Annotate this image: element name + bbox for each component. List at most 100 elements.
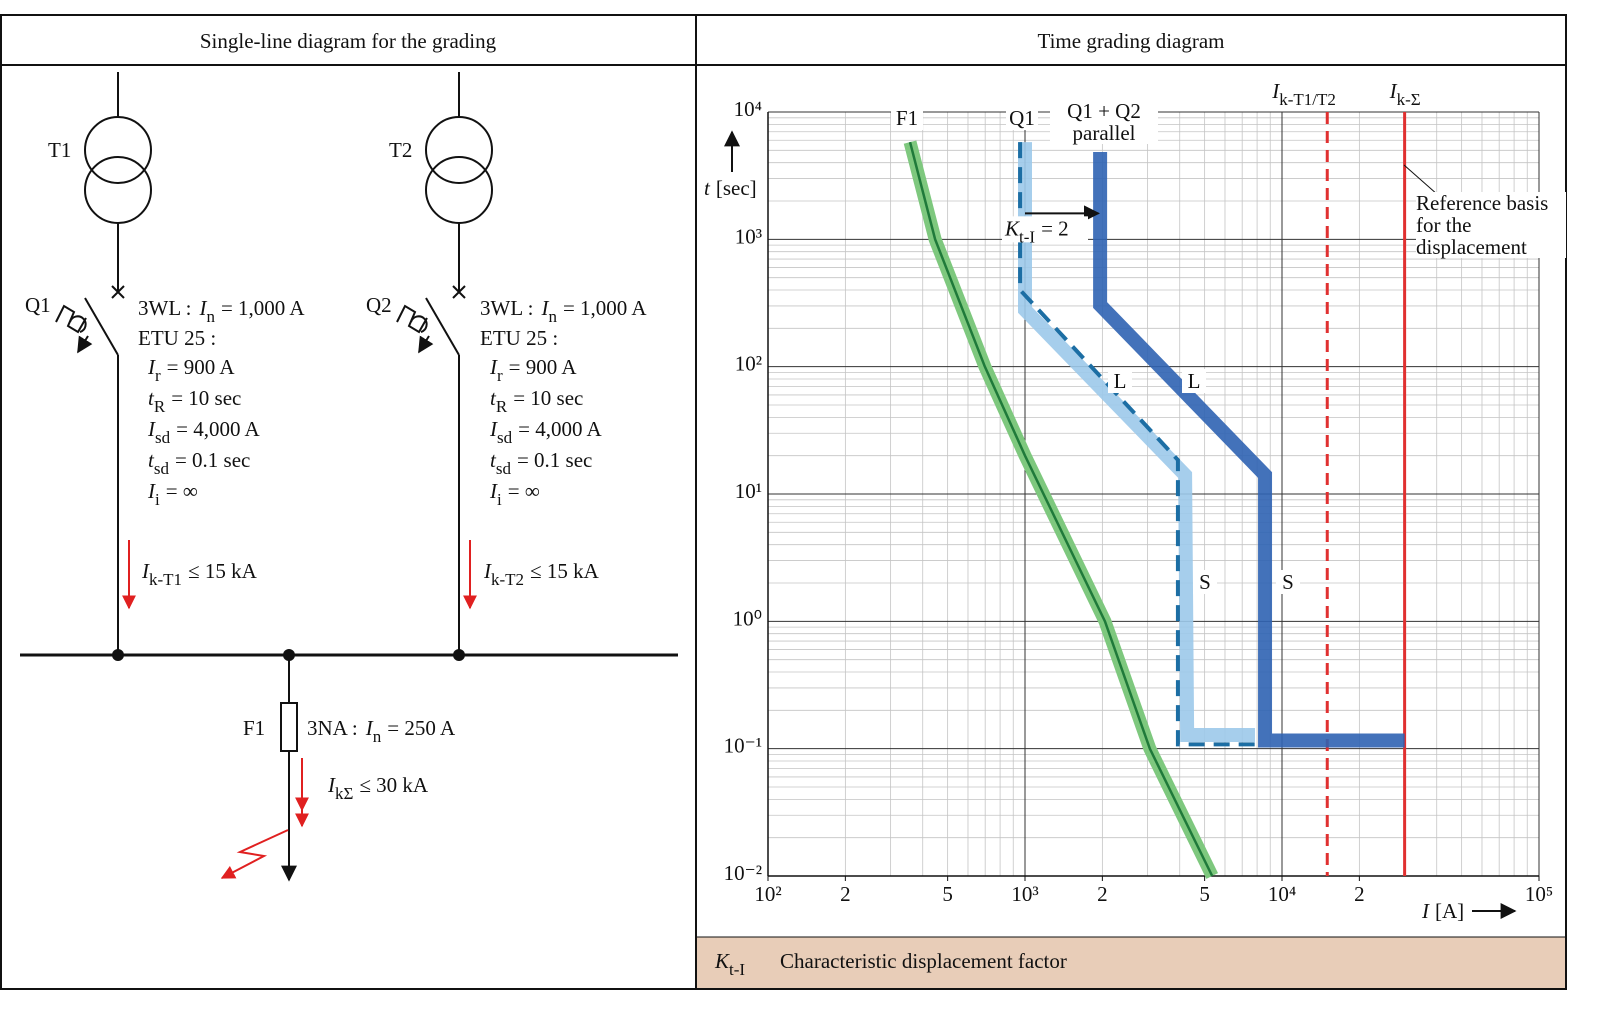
displacement-label: Kt-I = 2 <box>1004 216 1069 246</box>
text-part: sd <box>496 459 512 478</box>
label: Isd = 4,000 A <box>147 417 261 447</box>
segment-label: S <box>1199 570 1211 594</box>
text-part: k-T1/T2 <box>1279 90 1336 109</box>
text-part: sd <box>154 459 170 478</box>
x-tick-label: 10² <box>754 882 781 906</box>
y-tick-label: 10² <box>735 352 762 376</box>
text-part: I <box>327 773 336 797</box>
text-part: sd <box>497 428 513 447</box>
single-line <box>20 653 678 882</box>
label: tR = 10 sec <box>148 386 241 416</box>
label: 3WL : In = 1,000 A <box>480 296 647 326</box>
transformer-label: T1 <box>48 138 71 162</box>
y-tick-label: 10³ <box>735 224 762 248</box>
x-tick-label: 10⁵ <box>1525 882 1553 906</box>
text-part: I <box>1271 79 1280 103</box>
x-tick-label: 5 <box>942 882 953 906</box>
label: tsd = 0.1 sec <box>148 448 250 478</box>
series-label-box: Q1 + Q2 parallel <box>1050 100 1158 144</box>
x-tick-label: 2 <box>840 882 851 906</box>
curve-band <box>1093 152 1405 748</box>
text-part: k-T2 <box>491 570 524 589</box>
text-part: I <box>141 559 150 583</box>
label-bg <box>1276 570 1300 594</box>
label-bg <box>1108 369 1132 393</box>
label-bg <box>1182 369 1206 393</box>
segment-label: L <box>1188 369 1201 393</box>
text-part: k-T1 <box>149 570 182 589</box>
breaker-cross <box>452 285 466 299</box>
breaker-contact <box>84 297 119 356</box>
text-part: I <box>1389 79 1398 103</box>
label: Ir = 900 A <box>147 355 235 385</box>
segment-label: L <box>1114 369 1127 393</box>
label: Isd = 4,000 A <box>489 417 603 447</box>
text-part: n <box>373 727 382 746</box>
text-part: = 1,000 A <box>221 296 305 320</box>
curve-band <box>1018 142 1255 743</box>
text-part: I <box>489 355 498 379</box>
text-part: I <box>489 417 498 441</box>
text-part: t <box>704 176 711 200</box>
text-part: I <box>540 296 549 320</box>
text-part: ≤ 15 kA <box>188 559 258 583</box>
text-part: I <box>147 355 156 379</box>
text-part: = 4,000 A <box>518 417 602 441</box>
curve <box>1018 142 1255 747</box>
text-part: = 10 sec <box>171 386 241 410</box>
text-part: [A] <box>1435 899 1464 923</box>
text-part: = 10 sec <box>513 386 583 410</box>
x-tick-label: 5 <box>1199 882 1210 906</box>
text-part: n <box>548 307 557 326</box>
label: Ik-T2 ≤ 15 kA <box>483 559 600 589</box>
feeder <box>396 72 493 655</box>
label: tsd = 0.1 sec <box>490 448 592 478</box>
x-tick-label: 10⁴ <box>1268 882 1296 906</box>
text-part: t-I <box>729 960 745 979</box>
label: IkΣ ≤ 30 kA <box>327 773 429 803</box>
reference-line-label: Ik-T1/T2 <box>1271 79 1336 109</box>
text-part: R <box>496 397 508 416</box>
series-label: Q1 + Q2 parallel <box>1050 100 1158 144</box>
text-part: i <box>155 490 160 509</box>
text-part: I <box>483 559 492 583</box>
text-part: I <box>489 479 498 503</box>
note-box: Reference basis for the displacement <box>1416 192 1566 258</box>
text-part: t <box>148 448 155 472</box>
transformer-label: T2 <box>389 138 412 162</box>
text-part: = ∞ <box>166 479 198 503</box>
text-part: = 0.1 sec <box>175 448 250 472</box>
label: Ii = ∞ <box>147 479 198 509</box>
text-part: K <box>714 949 730 973</box>
reference-note: Reference basis for the displacement <box>1416 192 1566 258</box>
text-part: k-Σ <box>1397 90 1421 109</box>
y-axis-label: t [sec] <box>704 176 757 200</box>
trip-symbol <box>69 315 87 333</box>
text-part: 3WL : <box>138 296 191 320</box>
transformer-winding <box>425 156 493 224</box>
text-part: = 900 A <box>167 355 236 379</box>
footer-band <box>697 937 1566 989</box>
text-part: ≤ 30 kA <box>359 773 429 797</box>
curve <box>908 141 1214 877</box>
text-part: t <box>490 448 497 472</box>
text-part: t <box>148 386 155 410</box>
reference-line-label: Ik-Σ <box>1389 79 1421 109</box>
breaker-label: Q1 <box>25 293 51 317</box>
trip-symbol <box>410 315 428 333</box>
right-title: Time grading diagram <box>1037 29 1224 53</box>
note-leader <box>1403 164 1439 196</box>
footer-text: Characteristic displacement factor <box>780 949 1067 973</box>
breaker-cross <box>111 285 125 299</box>
breaker-label: Q2 <box>366 293 392 317</box>
text-part: = 2 <box>1041 216 1069 240</box>
x-axis-label: I [A] <box>1421 899 1464 923</box>
label: Ii = ∞ <box>489 479 540 509</box>
fuse-label: F1 <box>243 716 265 740</box>
curve-band <box>903 140 1219 879</box>
y-tick-label: 10¹ <box>735 479 762 503</box>
text-part: = 4,000 A <box>176 417 260 441</box>
text-part: r <box>155 366 161 385</box>
